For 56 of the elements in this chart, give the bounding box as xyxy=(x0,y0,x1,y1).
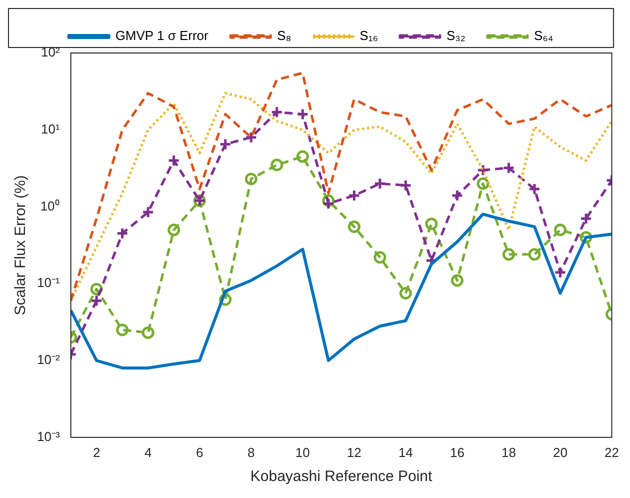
x-tick-label: 6 xyxy=(196,444,204,460)
point xyxy=(219,138,232,151)
y-tick-label: 10¹ xyxy=(40,121,60,136)
legend-label: S₆₄ xyxy=(534,28,554,44)
point xyxy=(270,106,284,118)
point xyxy=(142,206,154,218)
y-tick-label: 10⁻³ xyxy=(36,428,60,444)
point xyxy=(399,286,412,300)
point xyxy=(528,248,541,261)
x-tick-label: 22 xyxy=(604,444,620,460)
x-tick-label: 16 xyxy=(450,444,464,460)
point xyxy=(580,212,592,225)
x-tick-label: 4 xyxy=(144,444,152,460)
point xyxy=(476,164,490,176)
x-tick-label: 20 xyxy=(553,444,568,460)
point xyxy=(554,266,566,279)
y-tick-label: 10⁰ xyxy=(40,198,60,214)
point xyxy=(270,158,284,172)
point xyxy=(348,220,360,233)
point xyxy=(425,218,438,230)
y-axis-title: Scalar Flux Error (%) xyxy=(12,175,30,316)
point xyxy=(116,227,129,240)
legend-label: GMVP 1 σ Error xyxy=(115,28,210,44)
legend-label: S₃₂ xyxy=(446,28,466,44)
point xyxy=(168,224,180,236)
point xyxy=(296,150,309,163)
x-tick-label: 8 xyxy=(248,444,255,460)
point xyxy=(322,197,335,210)
point xyxy=(528,182,541,196)
point xyxy=(502,248,515,261)
point xyxy=(399,179,412,192)
y-tick-label: 10⁻² xyxy=(36,352,60,368)
legend-label: S₁₆ xyxy=(360,28,378,44)
point xyxy=(554,224,566,236)
point xyxy=(296,108,309,120)
x-axis-title: Kobayashi Reference Point xyxy=(250,468,433,486)
point xyxy=(450,274,464,287)
point xyxy=(244,131,258,144)
legend-label: S₈ xyxy=(277,28,292,44)
point xyxy=(450,189,464,202)
point xyxy=(502,162,515,174)
x-tick-label: 10 xyxy=(295,444,310,460)
point xyxy=(374,251,386,264)
point xyxy=(116,324,129,336)
x-tick-label: 2 xyxy=(92,444,100,460)
point xyxy=(374,177,386,190)
point xyxy=(90,294,103,307)
point xyxy=(476,177,490,190)
x-tick-label: 18 xyxy=(501,444,516,460)
x-tick-label: 14 xyxy=(398,444,413,460)
y-tick-label: 10⁻¹ xyxy=(36,275,60,290)
point xyxy=(348,189,360,202)
point xyxy=(142,326,154,339)
point xyxy=(244,172,258,186)
x-tick-label: 12 xyxy=(346,444,362,460)
point xyxy=(168,154,180,167)
